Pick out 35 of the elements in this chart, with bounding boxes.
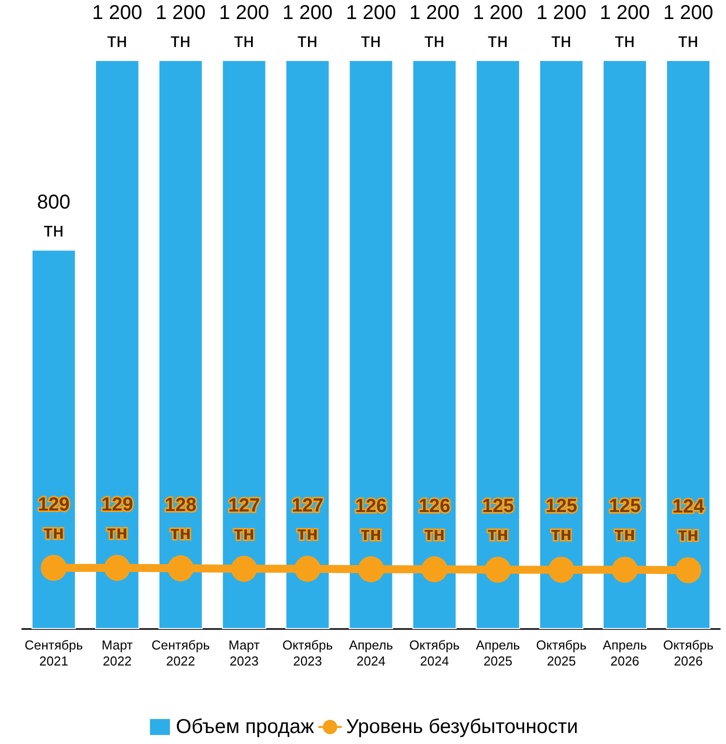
- x-tick-label: Октябрь 2024: [409, 638, 460, 668]
- data-label: 1 200 тн: [156, 2, 206, 52]
- data-label: 125 тн: [482, 496, 514, 546]
- data-label: 1 200 тн: [219, 2, 270, 52]
- x-tick-label: Октябрь 2025: [536, 638, 587, 668]
- x-tick-label: Октябрь 2023: [282, 638, 333, 668]
- data-label: 1 200 тн: [663, 2, 714, 52]
- data-label: 125 тн: [608, 496, 642, 546]
- data-label: 127 тн: [292, 495, 324, 544]
- x-tick-label: Сентябрь 2022: [152, 638, 210, 668]
- data-label: 125 тн: [546, 496, 578, 546]
- x-tick-label: Апрель 2026: [602, 638, 648, 668]
- x-tick-label: Апрель 2024: [348, 638, 394, 668]
- data-label: 128 тн: [164, 494, 196, 544]
- legend-label: Уровень безубыточности: [346, 716, 578, 738]
- x-tick-label: Апрель 2025: [476, 638, 520, 668]
- data-label: 129 тн: [38, 494, 70, 544]
- data-label: 1 200 тн: [536, 2, 586, 52]
- data-label: 1 200 тн: [472, 2, 523, 52]
- data-label: 126 тн: [355, 496, 387, 545]
- legend-label: Объем продаж: [176, 716, 315, 738]
- data-label: 129 тн: [101, 494, 134, 544]
- data-label: 127 тн: [228, 495, 260, 544]
- data-label: 1 200 тн: [282, 2, 333, 52]
- data-label: 1 200 тн: [600, 2, 650, 52]
- data-label: 124 тн: [672, 496, 705, 546]
- data-label: 1 200 тн: [409, 2, 460, 52]
- data-label: 800 тн: [37, 192, 70, 242]
- data-label: 1 200 тн: [346, 2, 396, 52]
- x-tick-label: Март 2023: [228, 638, 260, 668]
- data-label: 1 200 тн: [92, 2, 142, 52]
- x-tick-label: Март 2022: [102, 638, 133, 668]
- x-tick-label: Октябрь 2026: [663, 638, 714, 668]
- x-tick-label: Сентябрь 2021: [24, 638, 84, 668]
- data-label: 126 тн: [418, 496, 450, 545]
